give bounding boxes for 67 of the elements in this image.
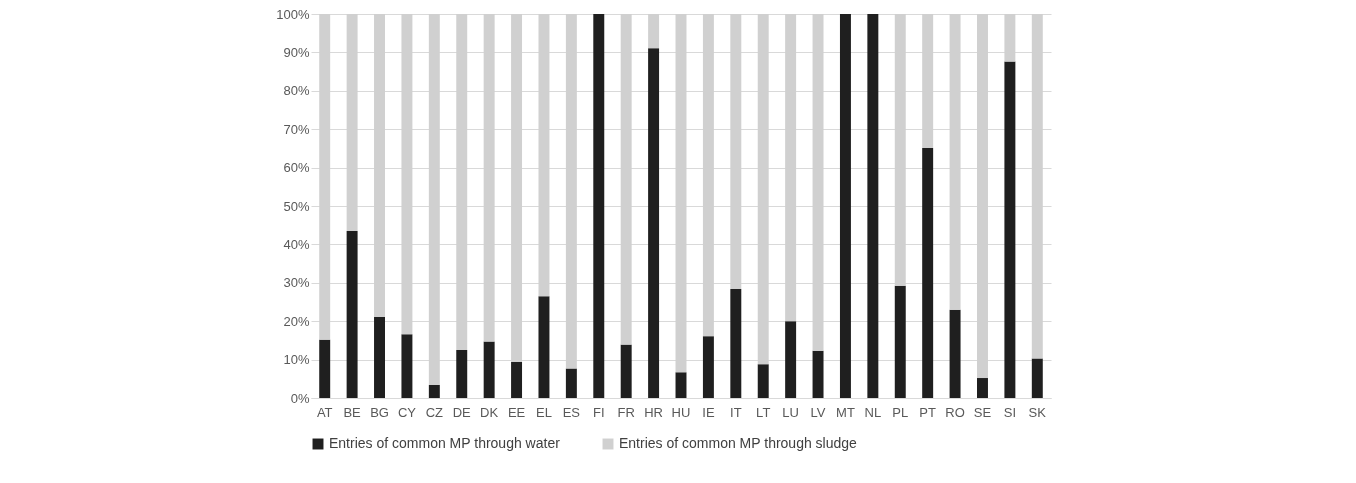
x-tick-label: DE — [452, 404, 472, 420]
x-tick-label: LT — [756, 404, 771, 420]
bar — [620, 344, 632, 398]
x-tick-label: LU — [782, 404, 799, 420]
x-tick-label: RO — [945, 404, 965, 420]
bar — [346, 230, 358, 398]
bar — [812, 350, 824, 398]
y-tick-label: 30% — [283, 275, 310, 291]
bar — [894, 285, 906, 398]
bar — [428, 384, 440, 398]
bar — [977, 378, 988, 398]
x-tick-label: AT — [316, 404, 333, 420]
bar — [702, 336, 714, 398]
bar — [456, 350, 468, 398]
legend-label: Entries of common MP through sludge — [619, 435, 858, 451]
bar — [511, 361, 523, 398]
x-tick-label: IE — [702, 404, 715, 420]
x-tick-label: CZ — [425, 404, 444, 420]
bar — [785, 321, 797, 398]
x-tick-label: HU — [671, 404, 691, 420]
y-tick-label: 0% — [290, 390, 310, 406]
legend-label: Entries of common MP through water — [329, 435, 561, 451]
bar — [675, 372, 687, 398]
bar — [319, 339, 331, 398]
x-tick-label: PL — [892, 404, 909, 420]
bar — [949, 309, 961, 398]
x-tick-label: EL — [536, 404, 552, 420]
x-tick-label: SK — [1028, 404, 1047, 420]
x-tick-label: FR — [617, 404, 635, 420]
x-tick-label: HR — [644, 404, 663, 420]
y-tick-label: 10% — [283, 352, 310, 368]
x-tick-label: SE — [973, 404, 992, 420]
y-tick-label: 50% — [283, 198, 310, 214]
x-tick-label: DK — [480, 404, 499, 420]
bar — [593, 14, 605, 398]
y-tick-label: 20% — [283, 313, 310, 329]
y-tick-label: 100% — [276, 6, 310, 22]
bar — [538, 296, 550, 398]
y-tick-label: 70% — [283, 121, 310, 137]
x-tick-label: PT — [919, 404, 937, 420]
y-tick-label: 90% — [283, 44, 310, 60]
x-tick-label: SI — [1003, 404, 1017, 420]
bar — [757, 364, 769, 398]
bar — [401, 334, 413, 398]
y-tick-label: 60% — [283, 160, 310, 176]
bar — [1031, 358, 1043, 398]
bar — [839, 14, 851, 398]
x-tick-label: BE — [343, 404, 362, 420]
bar — [565, 368, 577, 398]
x-tick-label: CY — [397, 404, 417, 420]
x-tick-label: BG — [370, 404, 389, 420]
x-tick-label: MT — [836, 404, 855, 420]
bar — [648, 48, 660, 398]
bar — [374, 316, 385, 398]
bar — [730, 288, 742, 398]
bar — [1004, 61, 1016, 398]
bar — [483, 341, 495, 398]
x-tick-label: NL — [864, 404, 882, 420]
y-tick-label: 80% — [283, 83, 310, 99]
x-tick-label: ES — [562, 404, 581, 420]
x-tick-label: EE — [507, 404, 526, 420]
x-tick-label: FI — [593, 404, 605, 420]
bar — [922, 148, 934, 398]
bar — [867, 14, 879, 398]
x-tick-label: IT — [730, 404, 742, 420]
y-tick-label: 40% — [283, 236, 310, 252]
x-tick-label: LV — [810, 404, 826, 420]
